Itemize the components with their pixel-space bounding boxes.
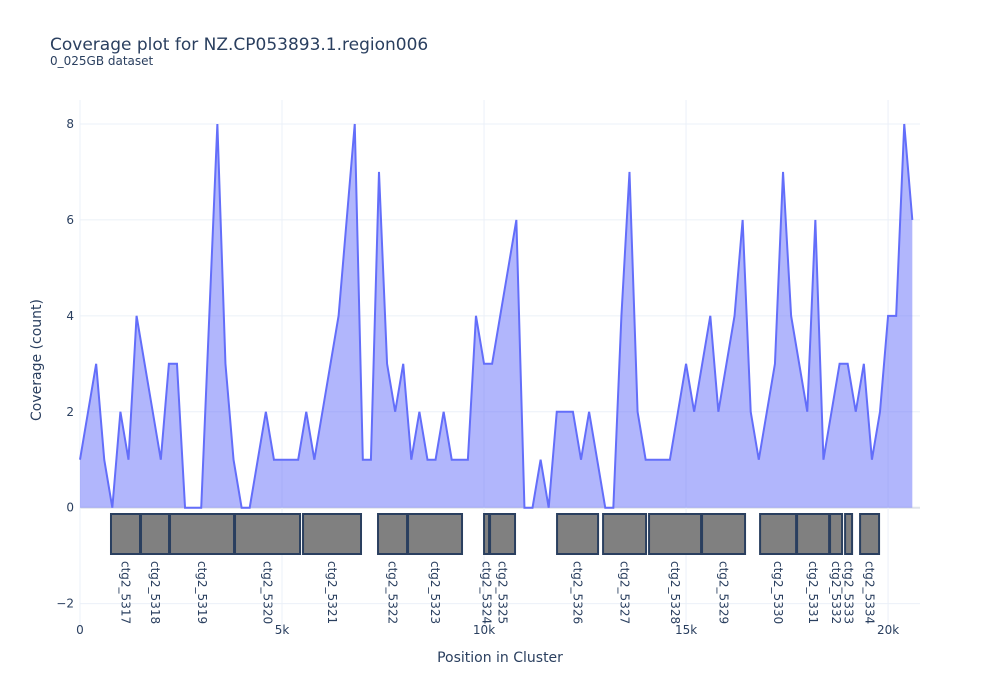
gene-block [302, 513, 363, 555]
y-tick-label: 4 [66, 309, 74, 323]
gene-block [844, 513, 854, 555]
gene-label: ctg2_5331 [806, 561, 820, 624]
gene-block [109, 513, 141, 555]
y-tick-label: 8 [66, 117, 74, 131]
x-axis-title: Position in Cluster [437, 650, 563, 666]
x-tick-label: 5k [275, 623, 290, 637]
gene-label: ctg2_5320 [261, 561, 275, 624]
gene-block [169, 513, 236, 555]
y-tick-label: 2 [66, 405, 74, 419]
gene-block [483, 513, 491, 555]
gene-label: ctg2_5322 [386, 561, 400, 624]
gene-label: ctg2_5317 [118, 561, 132, 624]
gene-block [602, 513, 648, 555]
chart-subtitle: 0_025GB dataset [50, 54, 154, 68]
y-tick-label: 6 [66, 213, 74, 227]
gene-label: ctg2_5330 [771, 561, 785, 624]
gene-label: ctg2_5333 [842, 561, 856, 624]
gene-block [648, 513, 703, 555]
gene-label: ctg2_5318 [148, 561, 162, 624]
coverage-area [80, 123, 913, 508]
gene-block [859, 513, 881, 555]
gene-label: ctg2_5327 [618, 561, 632, 624]
gene-label: ctg2_5332 [829, 561, 843, 624]
gene-label: ctg2_5329 [717, 561, 731, 624]
gene-label: ctg2_5334 [863, 561, 877, 624]
gene-block [759, 513, 798, 555]
gene-label: ctg2_5326 [571, 561, 585, 624]
gene-block [407, 513, 464, 555]
gene-label: ctg2_5324 [480, 561, 494, 624]
chart-title: Coverage plot for NZ.CP053893.1.region00… [50, 35, 428, 55]
gene-block [377, 513, 409, 555]
coverage-line [79, 123, 914, 509]
gene-block [829, 513, 844, 555]
x-tick-label: 10k [473, 623, 495, 637]
gene-block [140, 513, 171, 555]
x-tick-label: 0 [76, 623, 84, 637]
y-axis-title: Coverage (count) [29, 299, 45, 421]
gene-label: ctg2_5325 [496, 561, 510, 624]
gene-label: ctg2_5321 [325, 561, 339, 624]
gene-block [556, 513, 600, 555]
gene-label: ctg2_5328 [668, 561, 682, 624]
y-tick-label: −2 [56, 597, 74, 611]
y-tick-label: 0 [66, 501, 74, 515]
gene-block [234, 513, 302, 555]
gene-block [701, 513, 747, 555]
x-tick-label: 15k [675, 623, 697, 637]
x-tick-label: 20k [877, 623, 899, 637]
gene-label: ctg2_5323 [428, 561, 442, 624]
gene-label: ctg2_5319 [195, 561, 209, 624]
gene-block [489, 513, 517, 555]
gene-block [796, 513, 831, 555]
